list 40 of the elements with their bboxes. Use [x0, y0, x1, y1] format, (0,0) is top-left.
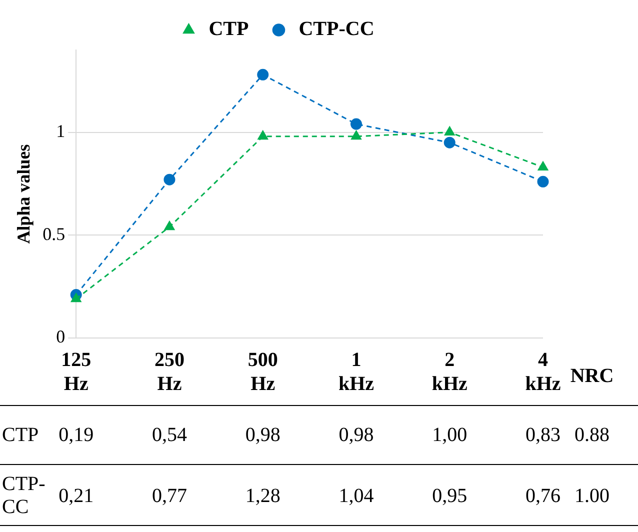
- x-tick-label: 250 Hz: [154, 349, 184, 396]
- text: NRC: [570, 365, 614, 387]
- point: [538, 162, 548, 171]
- data-label: 0,98: [244, 422, 282, 448]
- data-label: 1,28: [244, 484, 282, 508]
- text: CTP: [2, 424, 39, 446]
- point: [444, 126, 455, 136]
- text: CTP-CC: [2, 473, 46, 518]
- legend-label: CTP: [208, 18, 249, 40]
- data-label: 0,77: [150, 484, 188, 508]
- data-label: 1,04: [338, 484, 375, 508]
- y-tick-label: 1: [56, 121, 66, 142]
- data-label: 0,95: [431, 484, 468, 508]
- y-tick-label: 0.5: [42, 224, 66, 244]
- point: [164, 221, 175, 230]
- x-tick-label: 500 Hz: [248, 349, 278, 396]
- data-label: 0,76: [526, 484, 560, 506]
- data-label: 0,21: [58, 484, 94, 506]
- y-tick-label: 0: [56, 326, 66, 347]
- data-label: 0,54: [150, 422, 188, 448]
- x-tick-label: 4 kHz: [525, 349, 561, 396]
- x-tick-label: 125 Hz: [61, 349, 92, 396]
- data-label: 0,83: [526, 424, 560, 446]
- point: [351, 130, 362, 140]
- data-label: 0,98: [338, 422, 375, 448]
- data-label: 0,19: [58, 424, 94, 446]
- point: [537, 176, 549, 188]
- point: [71, 293, 82, 302]
- point: [257, 68, 269, 80]
- data-label: 1,00: [431, 422, 468, 448]
- text: 0.88: [574, 424, 610, 446]
- point: [444, 136, 456, 148]
- text: 1.00: [574, 484, 610, 506]
- y-axis-title: Alpha values: [13, 144, 34, 244]
- point: [164, 174, 176, 186]
- point: [350, 118, 362, 130]
- legend-label: CTP-CC: [298, 18, 374, 40]
- x-tick-label: 2 kHz: [432, 349, 468, 396]
- point: [258, 130, 268, 140]
- x-tick-label: 1 kHz: [338, 349, 374, 396]
